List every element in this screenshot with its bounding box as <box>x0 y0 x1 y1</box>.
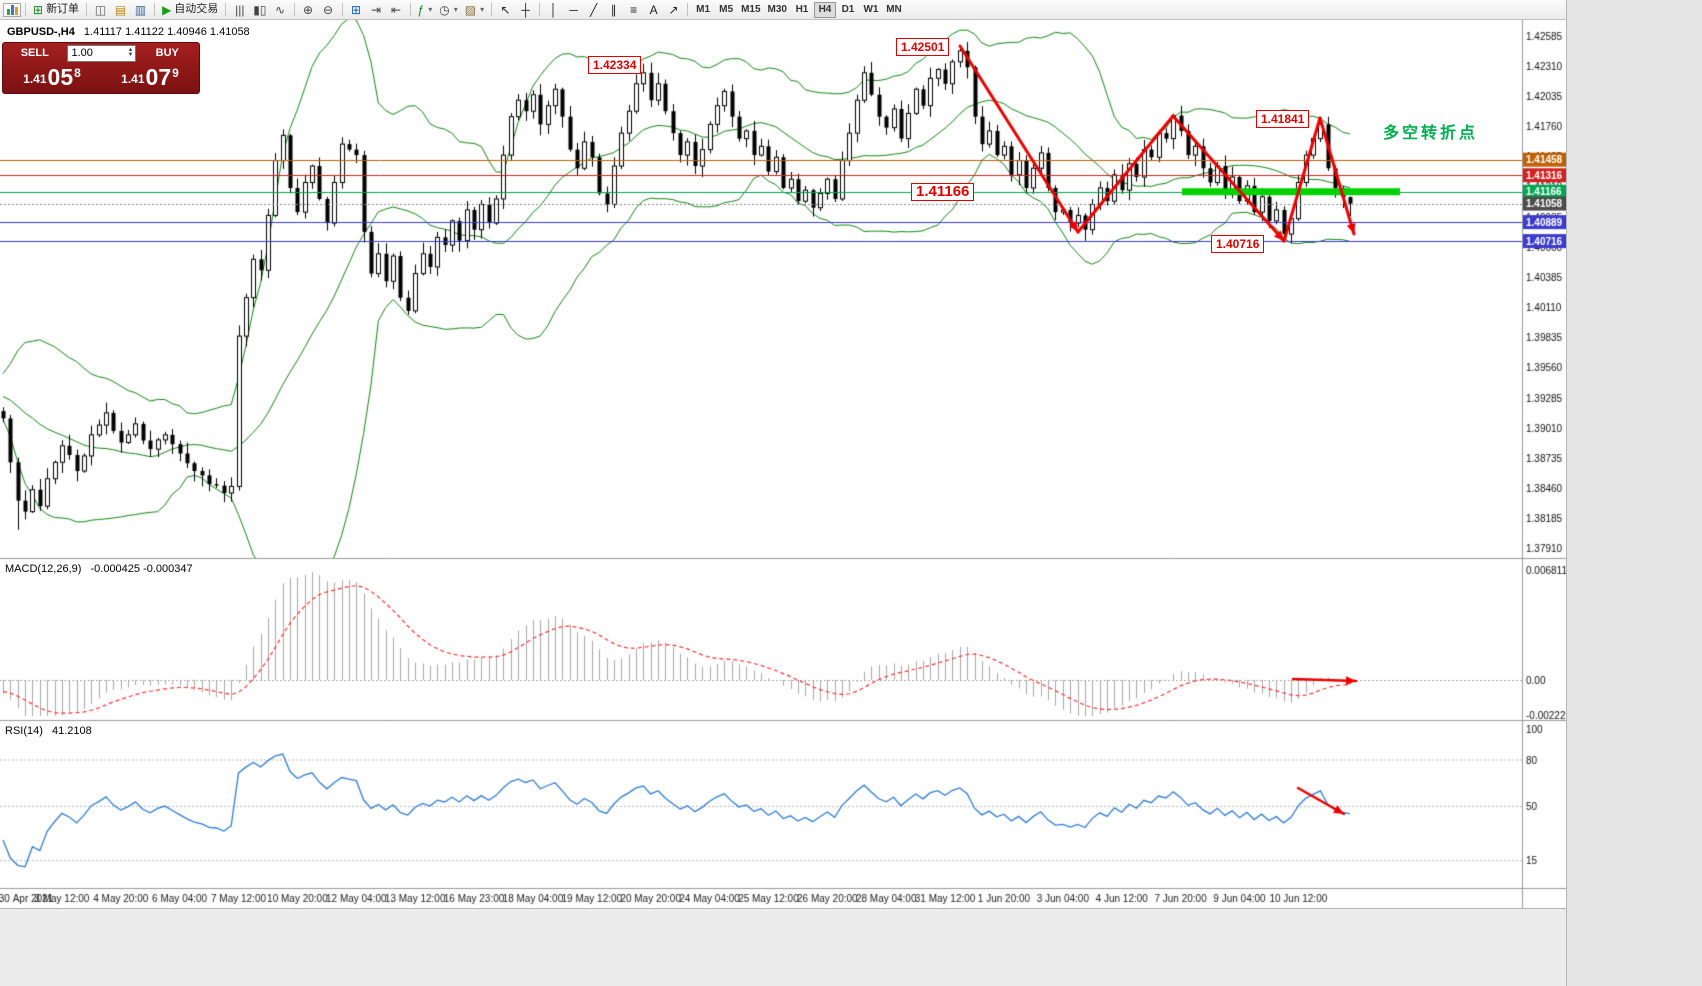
window-bottom-background <box>0 908 1566 986</box>
sell-price-base: 1.41 <box>23 72 47 86</box>
sell-price[interactable]: 1.41 05 8 <box>3 63 101 93</box>
toolbar-separator <box>341 3 343 16</box>
toolbar-separator <box>86 3 88 16</box>
horizontal-line-icon: ─ <box>569 2 578 17</box>
indicators-icon: ƒ <box>417 2 425 17</box>
buy-button[interactable]: BUY <box>136 46 200 60</box>
sell-price-big: 05 <box>47 64 74 90</box>
sell-button[interactable]: SELL <box>3 46 67 60</box>
equidistant-channel-icon[interactable]: ∥ <box>604 1 623 18</box>
new-order-button[interactable]: ⊞ 新订单 <box>30 1 82 18</box>
trendline-icon[interactable]: ╱ <box>584 1 603 18</box>
text-icon[interactable]: A <box>644 1 663 18</box>
volume-value: 1.00 <box>71 47 93 59</box>
market-watch-icon: ▥ <box>134 2 147 17</box>
buy-price-base: 1.41 <box>121 72 145 86</box>
arrows-icon: ↗ <box>668 2 679 17</box>
timeframe-button-m15[interactable]: M15 <box>738 2 763 18</box>
templates-icon-dropdown-icon[interactable]: ▾ <box>480 4 485 14</box>
window-right-background <box>1566 0 1702 986</box>
market-watch-icon[interactable]: ▥ <box>131 1 150 18</box>
vertical-line-icon[interactable]: │ <box>544 1 563 18</box>
chart-shift-icon[interactable]: ⇤ <box>387 1 406 18</box>
timeframe-button-d1[interactable]: D1 <box>837 2 859 18</box>
toolbar: ⊞ 新订单 ◫ ▤ ▥ ▶ 自动交易 ||| ▮▯ ∿ ⊕ ⊖ ⊞ ⇥ ⇤ ƒ ▾ ◷ ▾ ▨ ▾ ↖ ┼ │ ─ ╱ ∥ ≡ A ↗ M1… <box>0 0 1566 20</box>
candlestick-chart-icon: ▮▯ <box>253 2 267 17</box>
new-order-icon: ⊞ <box>33 2 44 17</box>
timeframe-button-m30[interactable]: M30 <box>765 2 790 18</box>
one-click-trading-panel: SELL 1.00 ▲ ▼ BUY 1.41 05 8 1.41 07 9 <box>2 42 200 94</box>
vertical-line-icon: │ <box>549 2 558 17</box>
fibonacci-icon[interactable]: ≡ <box>624 1 643 18</box>
cursor-icon: ↖ <box>500 2 511 17</box>
toolbar-separator <box>409 3 411 16</box>
toolbar-separator <box>25 3 26 16</box>
cursor-icon[interactable]: ↖ <box>496 1 515 18</box>
zoom-in-icon[interactable]: ⊕ <box>299 1 318 18</box>
indicators-icon-dropdown-icon[interactable]: ▾ <box>428 4 433 14</box>
candlestick-chart-icon[interactable]: ▮▯ <box>250 1 269 18</box>
indicators-icon[interactable]: ƒ ▾ <box>415 1 436 18</box>
line-chart-icon[interactable]: ∿ <box>271 1 290 18</box>
timeframe-button-h1[interactable]: H1 <box>791 2 813 18</box>
text-icon: A <box>649 2 658 17</box>
equidistant-channel-icon: ∥ <box>610 2 617 17</box>
bars-chart-icon[interactable]: ||| <box>230 1 249 18</box>
auto-scroll-icon: ⇥ <box>370 2 382 17</box>
volume-input[interactable]: 1.00 ▲ ▼ <box>66 44 136 62</box>
tile-windows-icon: ⊞ <box>350 2 362 17</box>
periods-icon: ◷ <box>439 2 450 17</box>
buy-price-sup: 9 <box>172 66 179 80</box>
crosshair-icon: ┼ <box>521 2 530 17</box>
periods-icon[interactable]: ◷ ▾ <box>436 1 461 18</box>
tile-windows-icon[interactable]: ⊞ <box>347 1 366 18</box>
arrows-icon[interactable]: ↗ <box>664 1 683 18</box>
line-chart-icon: ∿ <box>274 2 286 17</box>
zoom-out-icon[interactable]: ⊖ <box>319 1 338 18</box>
toolbar-separator <box>491 3 493 16</box>
new-order-button-label: 新订单 <box>46 3 80 15</box>
templates-icon[interactable]: ▨ ▾ <box>462 1 487 18</box>
timeframe-button-h4[interactable]: H4 <box>813 1 836 18</box>
buy-price-big: 07 <box>145 64 172 90</box>
auto-trading-button-label: 自动交易 <box>174 3 219 15</box>
bars-chart-icon: ||| <box>235 2 245 17</box>
charts-grid-icon[interactable]: ◫ <box>91 1 110 18</box>
toolbar-separator <box>293 3 295 16</box>
charts-grid-icon: ◫ <box>94 2 107 17</box>
templates-icon: ▨ <box>464 2 477 17</box>
timeframe-button-m5[interactable]: M5 <box>715 2 737 18</box>
toolbar-separator <box>687 3 689 16</box>
horizontal-line-icon[interactable]: ─ <box>564 1 583 18</box>
play-icon: ▶ <box>162 2 172 17</box>
fibonacci-icon: ≡ <box>630 2 638 17</box>
auto-scroll-icon[interactable]: ⇥ <box>367 1 386 18</box>
chart-shift-icon: ⇤ <box>390 2 402 17</box>
sell-price-sup: 8 <box>74 66 81 80</box>
auto-trading-button[interactable]: ▶ 自动交易 <box>159 1 221 18</box>
zoom-in-icon: ⊕ <box>302 2 314 17</box>
toolbar-separator <box>539 3 541 16</box>
periods-icon-dropdown-icon[interactable]: ▾ <box>453 4 458 14</box>
toolbar-separator <box>154 3 156 16</box>
timeframe-button-mn[interactable]: MN <box>883 2 905 18</box>
zoom-out-icon: ⊖ <box>322 2 334 17</box>
mt-logo-icon <box>3 2 21 17</box>
chart-canvas[interactable] <box>0 20 1566 908</box>
crosshair-icon[interactable]: ┼ <box>516 1 535 18</box>
buy-price[interactable]: 1.41 07 9 <box>101 63 199 93</box>
spinner-down-icon[interactable]: ▼ <box>127 52 134 58</box>
timeframe-button-m1[interactable]: M1 <box>692 2 714 18</box>
volume-spinner[interactable]: ▲ ▼ <box>127 47 134 58</box>
chart-window: GBPUSD-,H4 1.41117 1.41122 1.40946 1.410… <box>0 20 1566 908</box>
trendline-icon: ╱ <box>589 2 598 17</box>
toolbar-separator <box>225 3 227 16</box>
timeframe-button-w1[interactable]: W1 <box>860 2 882 18</box>
profiles-icon: ▤ <box>114 2 127 17</box>
profiles-icon[interactable]: ▤ <box>111 1 130 18</box>
spinner-up-icon[interactable]: ▲ <box>127 47 134 53</box>
